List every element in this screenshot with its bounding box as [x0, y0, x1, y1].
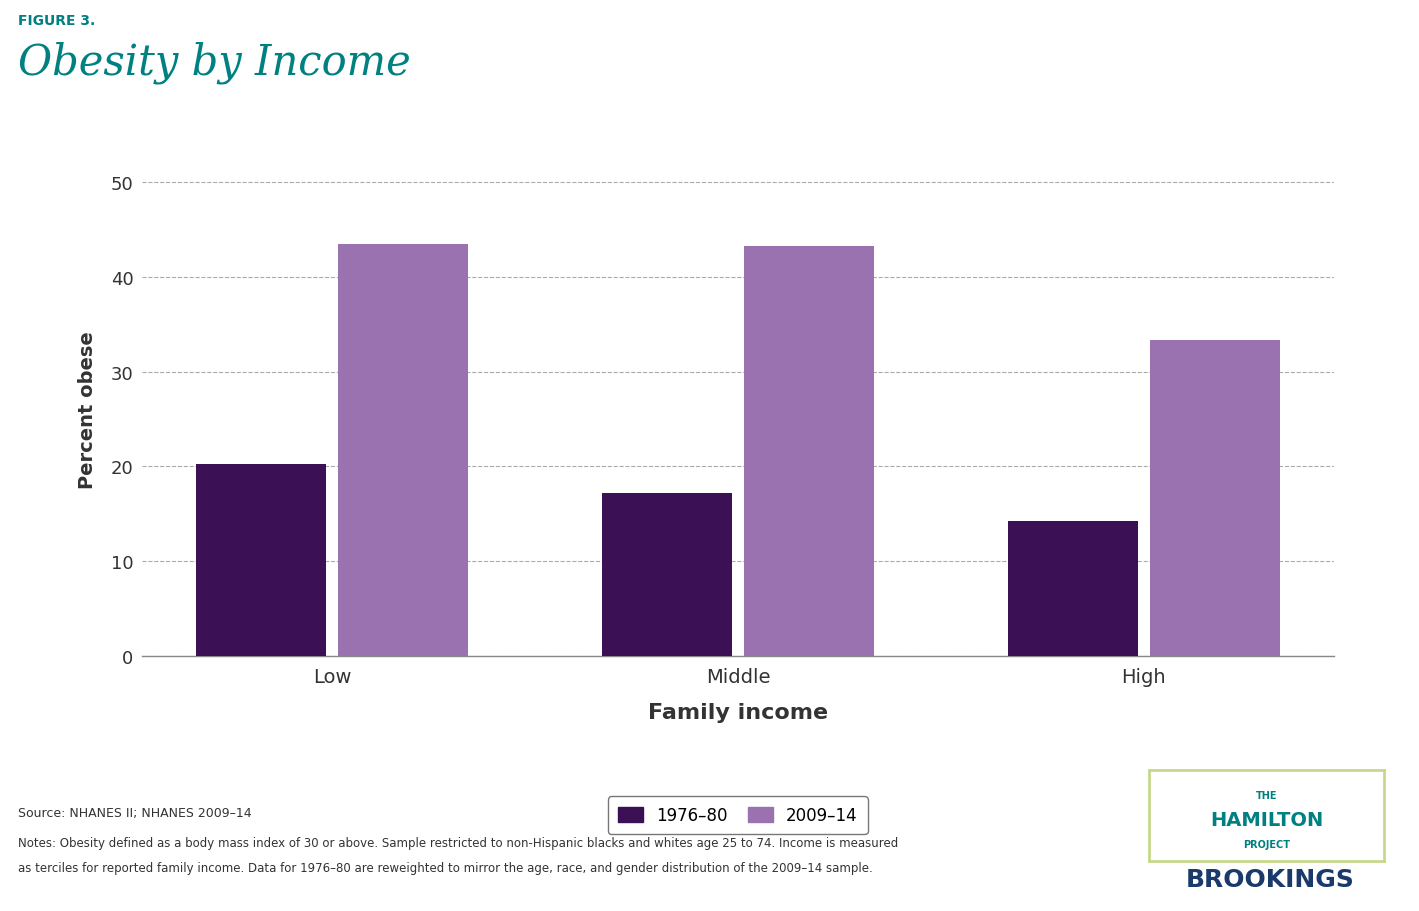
Text: PROJECT: PROJECT [1243, 840, 1290, 849]
Bar [1149, 341, 1280, 656]
Text: THE: THE [1256, 791, 1277, 800]
Y-axis label: Percent obese: Percent obese [78, 332, 96, 488]
Text: BROOKINGS: BROOKINGS [1185, 867, 1355, 891]
Text: as terciles for reported family income. Data for 1976–80 are reweighted to mirro: as terciles for reported family income. … [18, 861, 873, 874]
Bar [602, 493, 732, 656]
Bar [196, 465, 326, 656]
X-axis label: Family income: Family income [648, 702, 827, 722]
Text: HAMILTON: HAMILTON [1210, 811, 1323, 829]
Text: Obesity by Income: Obesity by Income [18, 41, 412, 84]
Text: FIGURE 3.: FIGURE 3. [18, 14, 95, 27]
Text: Source: NHANES II; NHANES 2009–14: Source: NHANES II; NHANES 2009–14 [18, 806, 253, 819]
Bar [1007, 522, 1138, 656]
Legend: 1976–80, 2009–14: 1976–80, 2009–14 [607, 796, 868, 834]
Text: Notes: Obesity defined as a body mass index of 30 or above. Sample restricted to: Notes: Obesity defined as a body mass in… [18, 836, 898, 849]
Bar [744, 246, 874, 656]
Bar [338, 244, 468, 656]
